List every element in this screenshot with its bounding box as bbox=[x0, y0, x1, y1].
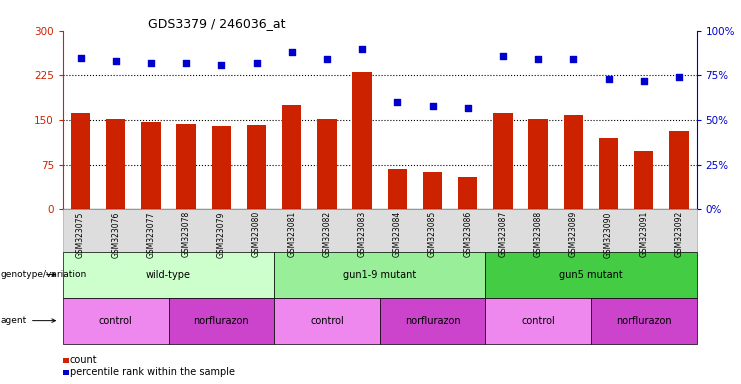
Bar bbox=[212, 126, 231, 209]
Text: GSM323084: GSM323084 bbox=[393, 211, 402, 257]
Point bbox=[321, 56, 333, 62]
Text: GSM323082: GSM323082 bbox=[322, 211, 331, 257]
Bar bbox=[63, 209, 697, 252]
Text: percentile rank within the sample: percentile rank within the sample bbox=[70, 367, 235, 377]
Bar bbox=[247, 125, 266, 209]
Text: norflurazon: norflurazon bbox=[616, 316, 671, 326]
Text: GSM323092: GSM323092 bbox=[674, 211, 683, 257]
Text: wild-type: wild-type bbox=[146, 270, 191, 280]
Text: GSM323081: GSM323081 bbox=[288, 211, 296, 257]
Point bbox=[391, 99, 403, 105]
Text: gun1-9 mutant: gun1-9 mutant bbox=[343, 270, 416, 280]
Point bbox=[286, 49, 298, 55]
Text: GSM323085: GSM323085 bbox=[428, 211, 437, 257]
Bar bbox=[63, 252, 274, 298]
Bar bbox=[379, 298, 485, 344]
Text: GSM323087: GSM323087 bbox=[499, 211, 508, 257]
Point bbox=[75, 55, 87, 61]
Text: GSM323088: GSM323088 bbox=[534, 211, 542, 257]
Bar bbox=[669, 131, 688, 209]
Text: GSM323091: GSM323091 bbox=[639, 211, 648, 257]
Text: GSM323075: GSM323075 bbox=[76, 211, 85, 258]
Point bbox=[532, 56, 544, 62]
Bar bbox=[176, 124, 196, 209]
Point bbox=[568, 56, 579, 62]
Text: GSM323079: GSM323079 bbox=[217, 211, 226, 258]
Bar bbox=[71, 113, 90, 209]
Point bbox=[673, 74, 685, 80]
Bar bbox=[317, 119, 336, 209]
Bar bbox=[274, 252, 485, 298]
Bar bbox=[485, 298, 591, 344]
Text: GSM323089: GSM323089 bbox=[569, 211, 578, 257]
Text: control: control bbox=[521, 316, 555, 326]
Bar bbox=[106, 119, 125, 209]
Bar bbox=[494, 113, 513, 209]
Point bbox=[250, 60, 262, 66]
Bar bbox=[388, 169, 407, 209]
Point bbox=[145, 60, 157, 66]
Text: GSM323083: GSM323083 bbox=[358, 211, 367, 257]
Bar bbox=[423, 172, 442, 209]
Text: agent: agent bbox=[1, 316, 56, 325]
Bar bbox=[63, 358, 69, 362]
Bar bbox=[599, 138, 618, 209]
Text: GDS3379 / 246036_at: GDS3379 / 246036_at bbox=[148, 17, 286, 30]
Bar bbox=[564, 115, 583, 209]
Text: GSM323090: GSM323090 bbox=[604, 211, 613, 258]
Bar bbox=[528, 119, 548, 209]
Bar bbox=[458, 177, 477, 209]
Text: GSM323077: GSM323077 bbox=[147, 211, 156, 258]
Point bbox=[427, 103, 439, 109]
Point bbox=[462, 104, 473, 111]
Bar bbox=[63, 370, 69, 375]
Bar bbox=[591, 298, 697, 344]
Point bbox=[638, 78, 650, 84]
Point bbox=[110, 58, 122, 64]
Text: genotype/variation: genotype/variation bbox=[1, 270, 87, 279]
Bar bbox=[634, 151, 654, 209]
Bar bbox=[169, 298, 274, 344]
Text: GSM323078: GSM323078 bbox=[182, 211, 190, 257]
Text: norflurazon: norflurazon bbox=[193, 316, 249, 326]
Text: gun5 mutant: gun5 mutant bbox=[559, 270, 623, 280]
Point bbox=[180, 60, 192, 66]
Text: count: count bbox=[70, 355, 97, 365]
Bar bbox=[353, 72, 372, 209]
Bar bbox=[63, 298, 169, 344]
Point bbox=[497, 53, 509, 59]
Bar bbox=[274, 298, 379, 344]
Text: norflurazon: norflurazon bbox=[405, 316, 460, 326]
Text: control: control bbox=[99, 316, 133, 326]
Text: GSM323080: GSM323080 bbox=[252, 211, 261, 257]
Text: control: control bbox=[310, 316, 344, 326]
Point bbox=[356, 46, 368, 52]
Bar bbox=[485, 252, 697, 298]
Text: GSM323076: GSM323076 bbox=[111, 211, 120, 258]
Point bbox=[602, 76, 614, 82]
Point bbox=[216, 61, 227, 68]
Bar bbox=[282, 105, 302, 209]
Text: GSM323086: GSM323086 bbox=[463, 211, 472, 257]
Bar bbox=[142, 122, 161, 209]
